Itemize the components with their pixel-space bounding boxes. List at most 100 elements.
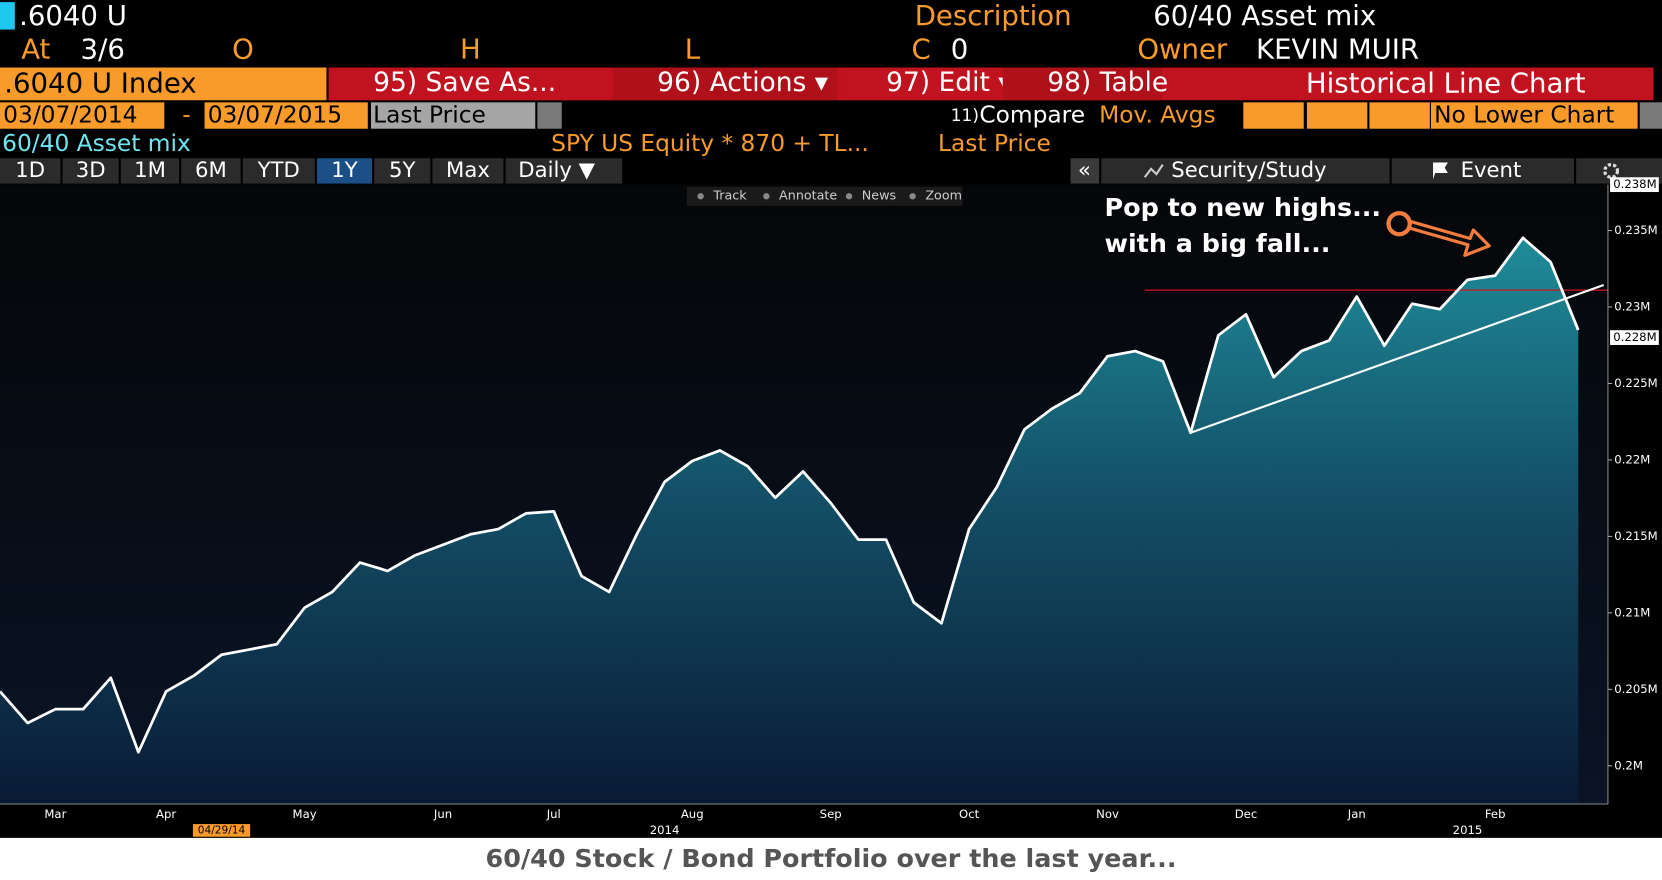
ticker: .6040 U — [19, 0, 127, 32]
period-label[interactable]: YTD — [257, 157, 300, 182]
x-tick-label: Oct — [959, 807, 980, 821]
menu-item[interactable]: 96) Actions ▾ — [657, 67, 829, 98]
dropdown[interactable] — [537, 102, 562, 129]
period-button[interactable] — [181, 158, 241, 184]
close-value: 0 — [951, 34, 969, 66]
flag-icon — [1433, 162, 1448, 180]
area — [0, 237, 1579, 805]
period-button[interactable] — [316, 158, 373, 184]
x-tick-label: Feb — [1485, 807, 1506, 821]
menu-item[interactable]: 98) Table — [1047, 67, 1168, 98]
price-tag — [1610, 330, 1659, 345]
annotation: Pop to new highs... — [1104, 192, 1381, 222]
y-axis-bg — [1607, 184, 1662, 805]
menu-button[interactable] — [612, 67, 838, 101]
y-tick-label: 0.23M — [1614, 300, 1650, 314]
x-group-label: 2015 — [1453, 823, 1483, 837]
collapse[interactable]: « — [1078, 157, 1091, 182]
period-button[interactable] — [0, 158, 61, 184]
security-box[interactable] — [0, 67, 327, 101]
security: .6040 U Index — [4, 67, 196, 99]
owner: KEVIN MUIR — [1256, 34, 1419, 66]
chart-tool[interactable]: News — [862, 188, 896, 203]
chart-tool[interactable]: Zoom — [925, 188, 962, 203]
period-label[interactable]: 3D — [76, 157, 106, 182]
field-box[interactable] — [370, 102, 536, 129]
legend-series: 60/40 Asset mix — [2, 130, 191, 157]
avg-box[interactable] — [1306, 102, 1368, 129]
menu-item[interactable]: 95) Save As... — [373, 67, 556, 98]
end-date-box[interactable] — [204, 102, 368, 129]
avg-box[interactable] — [1243, 102, 1304, 129]
x-tick-label: Jan — [1347, 807, 1366, 821]
period-label[interactable]: 6M — [195, 157, 227, 182]
at-label: At — [21, 34, 50, 66]
chart-tool[interactable]: Annotate — [779, 188, 837, 203]
tool-icon — [697, 193, 704, 200]
mov-avgs[interactable]: Mov. Avgs — [1099, 102, 1215, 129]
end-date: 03/07/2015 — [208, 102, 342, 129]
owner-label: Owner — [1137, 34, 1228, 66]
legend-overlay: SPY US Equity * 870 + TL... — [551, 130, 869, 157]
period-button[interactable] — [242, 158, 315, 184]
caption-bg — [0, 837, 1662, 880]
menu-button[interactable] — [841, 67, 1001, 101]
date-separator: - — [182, 102, 190, 129]
arrow — [1407, 220, 1491, 257]
gear-icon — [1603, 163, 1620, 179]
description: 60/40 Asset mix — [1153, 0, 1376, 32]
menu-button[interactable] — [328, 67, 615, 101]
collapse-button[interactable] — [1070, 158, 1100, 184]
lower-chart: No Lower Chart — [1434, 102, 1614, 129]
date-marker-label: 04/29/14 — [198, 824, 246, 836]
field: Last Price — [373, 102, 486, 129]
price-tag — [1610, 177, 1659, 193]
period-button[interactable] — [120, 158, 180, 184]
close-label: C — [912, 34, 931, 66]
avg-box[interactable] — [1369, 102, 1430, 129]
period-label[interactable]: 1D — [15, 157, 45, 182]
y-tick-label: 0.205M — [1614, 682, 1657, 696]
x-tick-label: Mar — [44, 807, 66, 821]
compare-number: 11) — [951, 105, 979, 125]
x-tick-label: Sep — [820, 807, 842, 821]
period-label[interactable]: 1Y — [331, 157, 358, 182]
frequency[interactable]: Daily ▼ — [518, 157, 595, 182]
date-marker — [192, 824, 251, 837]
menu-button[interactable] — [1002, 67, 1162, 101]
period-button[interactable] — [432, 158, 504, 184]
y-tick-label: 0.22M — [1614, 452, 1650, 466]
period-label[interactable]: Max — [446, 157, 490, 182]
tool-icon — [763, 193, 770, 200]
legend-field: Last Price — [938, 130, 1051, 157]
annotation: with a big fall... — [1104, 228, 1330, 258]
tool-icon — [845, 193, 853, 200]
menu-item[interactable]: 97) Edit ▾ — [886, 67, 1012, 98]
line — [0, 236, 1580, 754]
high-label: H — [460, 34, 481, 66]
y-tick-label: 0.235M — [1614, 223, 1657, 237]
event[interactable]: Event — [1461, 157, 1522, 182]
period-label[interactable]: 1M — [134, 157, 166, 182]
period-button[interactable] — [62, 158, 119, 184]
x-tick-label: May — [293, 807, 317, 821]
period-label[interactable]: 5Y — [389, 157, 416, 182]
start-date-box[interactable] — [0, 102, 165, 129]
chart-toolbar — [686, 186, 963, 206]
compare[interactable]: Compare — [979, 102, 1085, 129]
event-button[interactable] — [1391, 158, 1575, 184]
period-button[interactable] — [374, 158, 431, 184]
lower-chart-box[interactable] — [1430, 102, 1638, 129]
start-date: 03/07/2014 — [3, 102, 137, 129]
trend-line — [1190, 283, 1605, 434]
chart-tool[interactable]: Track — [712, 188, 747, 203]
x-tick-label: Aug — [681, 807, 704, 821]
x-tick-label: Jun — [433, 807, 452, 821]
dropdown[interactable] — [1639, 102, 1662, 129]
study-icon — [1143, 164, 1164, 178]
x-tick-label: Jul — [546, 807, 561, 821]
study[interactable]: Security/Study — [1171, 157, 1326, 182]
frequency-button[interactable] — [505, 158, 623, 184]
